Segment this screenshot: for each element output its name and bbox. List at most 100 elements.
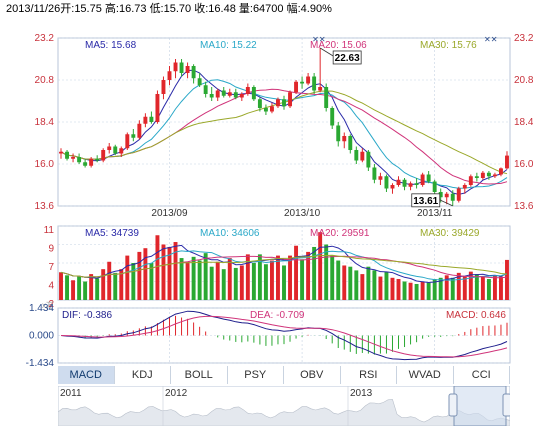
range-navigator[interactable]: 2011 2012 2013	[58, 386, 510, 426]
volume-bar	[77, 276, 82, 300]
volume-bar	[336, 260, 341, 300]
volume-bar	[263, 264, 268, 300]
volume-bar	[306, 251, 311, 300]
candle	[276, 99, 280, 107]
candle	[390, 185, 395, 189]
volume-bar	[450, 277, 455, 300]
candle	[499, 168, 503, 175]
volume-bar	[95, 278, 100, 300]
volume-bar	[330, 255, 335, 300]
event-marker-icon[interactable]: ✕✕	[484, 35, 497, 44]
volume-bar	[480, 276, 485, 300]
volume-tick: 7	[48, 262, 54, 273]
volume-bar	[203, 253, 208, 300]
volume-bar	[282, 265, 286, 300]
volume-tick: 4	[48, 281, 54, 292]
price-ma-label: MA5: 15.68	[85, 40, 137, 51]
volume-bar	[167, 246, 172, 300]
volume-bar	[233, 267, 238, 300]
tab-wvad[interactable]: WVAD	[397, 366, 454, 384]
volume-bar	[456, 272, 461, 300]
candle	[450, 193, 455, 201]
candle	[456, 188, 461, 201]
volume-bar	[505, 259, 509, 300]
volume-bar	[59, 272, 63, 300]
tab-rsi[interactable]: RSI	[340, 366, 397, 384]
change-value: 4.90%	[300, 3, 332, 15]
candle	[306, 76, 311, 84]
price-tick-left: 18.4	[35, 117, 55, 128]
date-tick: 2013/11	[417, 208, 453, 219]
price-tick-left: 16.0	[35, 159, 55, 170]
volume-bar	[288, 255, 292, 300]
volume-bar	[113, 272, 118, 300]
macd-tick: 0.000	[29, 331, 54, 342]
volume-bar	[269, 260, 274, 300]
candle	[462, 185, 467, 189]
candle	[137, 123, 142, 138]
candle	[330, 108, 335, 126]
volume-ma-label: MA20: 29591	[310, 228, 370, 239]
volume-bar	[294, 245, 299, 300]
candle	[300, 81, 305, 84]
volume-bar	[125, 255, 130, 300]
candle	[505, 155, 509, 169]
volume-bar	[432, 279, 437, 300]
volume-bar	[251, 263, 256, 300]
volume-bar	[408, 282, 413, 300]
candle	[378, 176, 383, 180]
tab-macd[interactable]: MACD	[58, 366, 115, 384]
tab-cci[interactable]: CCI	[453, 366, 510, 384]
history-area	[58, 399, 510, 426]
tab-kdj[interactable]: KDJ	[114, 366, 171, 384]
year-label: 2011	[60, 388, 82, 399]
volume-bar	[227, 258, 232, 300]
volume-ma-label: MA10: 34606	[200, 228, 260, 239]
volume-bar	[276, 255, 280, 300]
candle	[119, 148, 124, 154]
volume-bar	[300, 259, 305, 300]
volume-bar	[426, 282, 431, 300]
min-marker: 13.61	[413, 196, 438, 207]
volume-bar	[119, 269, 124, 300]
event-marker-icon[interactable]: ✕✕	[312, 35, 325, 44]
volume-ma-label: MA5: 34739	[85, 228, 139, 239]
candle	[372, 167, 377, 180]
price-tick-right: 20.8	[514, 75, 533, 86]
quote-date: 2013/11/26	[6, 3, 61, 15]
volume-bar	[444, 275, 449, 300]
volume-bar	[474, 274, 479, 300]
date-tick: 2013/10	[284, 208, 321, 219]
candle	[221, 90, 226, 96]
candle	[396, 179, 401, 185]
volume-bar	[71, 280, 76, 300]
tab-obv[interactable]: OBV	[284, 366, 341, 384]
tab-psy[interactable]: PSY	[227, 366, 284, 384]
change-label: 幅:	[286, 3, 301, 15]
candle	[215, 90, 220, 98]
candle	[342, 136, 347, 142]
candle	[366, 151, 371, 168]
candle	[113, 146, 118, 154]
volume-bar	[101, 269, 106, 300]
candle	[227, 92, 232, 96]
volume-bar	[65, 275, 69, 300]
candle	[83, 162, 88, 166]
volume-bar	[318, 232, 323, 300]
volume-bar	[486, 279, 491, 300]
selection-window[interactable]	[453, 386, 507, 426]
stock-chart[interactable]: 23.2 20.8 18.4 16.0 13.6 23.2 20.8 18.4 16.0 13.6…	[0, 18, 533, 366]
open-label: 开:	[60, 3, 75, 15]
candle	[420, 174, 425, 185]
year-label: 2013	[350, 388, 373, 399]
right-handle[interactable]	[502, 393, 510, 417]
candle	[480, 172, 485, 178]
close-value: 16.48	[208, 3, 236, 15]
candle	[294, 81, 299, 93]
tab-boll[interactable]: BOLL	[171, 366, 228, 384]
left-handle[interactable]	[448, 393, 458, 417]
price-tick-left: 13.6	[35, 201, 55, 212]
volume-bar	[191, 256, 196, 300]
candle	[438, 192, 443, 198]
candle	[65, 151, 69, 159]
